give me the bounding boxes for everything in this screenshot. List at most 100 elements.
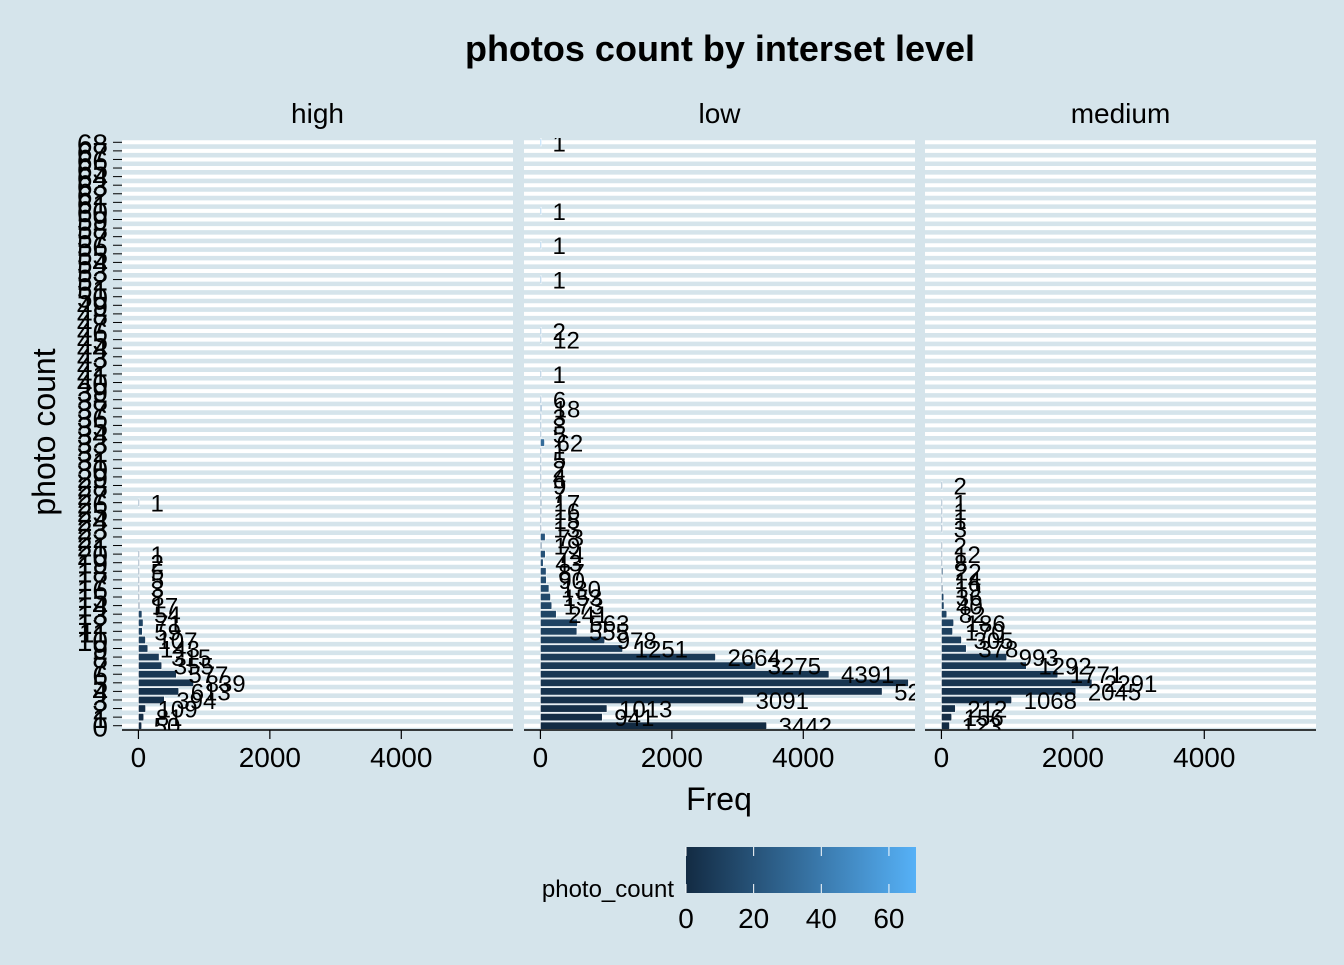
data-label: 17 [152, 594, 179, 621]
bar [540, 447, 542, 456]
y-tick-label: 4 [92, 677, 108, 708]
bar [941, 567, 944, 576]
data-label: 18 [554, 396, 581, 423]
bar [540, 601, 553, 610]
y-tick-label: 33 [77, 429, 108, 460]
bar [138, 610, 143, 619]
data-label: 36 [956, 585, 983, 612]
y-tick-label: 7 [92, 652, 108, 683]
data-label: 3091 [756, 688, 809, 715]
data-label: 71 [155, 611, 182, 638]
y-tick-label: 64 [77, 163, 108, 194]
y-tick-label: 54 [77, 248, 108, 279]
bar [138, 687, 180, 696]
data-label: 2 [954, 473, 967, 500]
bar [941, 507, 943, 516]
bar [941, 515, 943, 524]
bar [941, 584, 943, 593]
data-label: 1771 [1070, 662, 1123, 689]
data-label: 1 [953, 499, 966, 526]
bar [941, 704, 956, 713]
chart-title: photos count by interset level [465, 28, 975, 69]
bar [540, 661, 756, 670]
y-tick-label: 27 [77, 480, 108, 511]
y-tick-label: 36 [77, 403, 108, 434]
data-label: 1 [552, 130, 565, 157]
y-tick-label: 8 [92, 643, 108, 674]
y-tick-label: 47 [77, 308, 108, 339]
bar [540, 532, 546, 541]
bar [941, 678, 1093, 687]
bar [941, 713, 952, 722]
bar [540, 490, 542, 499]
bar [540, 412, 542, 421]
bar [540, 687, 883, 696]
y-tick-label: 45 [77, 326, 108, 357]
bar [138, 575, 140, 584]
bar [540, 558, 544, 567]
data-label: 2291 [1104, 671, 1157, 698]
data-label: 81 [156, 705, 183, 732]
x-tick-label: 2000 [641, 742, 703, 773]
bar [540, 524, 542, 533]
bar [540, 541, 542, 550]
bar [540, 472, 542, 481]
data-label: 170 [965, 619, 1005, 646]
y-tick-label: 28 [77, 471, 108, 502]
y-tick-label: 41 [77, 360, 108, 391]
data-label: 74 [557, 542, 584, 569]
data-label: 130 [561, 576, 601, 603]
data-label: 1 [552, 199, 565, 226]
data-label: 19 [955, 576, 982, 603]
bar [138, 713, 145, 722]
legend-tick-label: 20 [738, 903, 769, 934]
bar [138, 550, 140, 559]
data-label: 839 [206, 671, 246, 698]
bar [540, 695, 744, 704]
y-tick-label: 32 [77, 437, 108, 468]
bar [941, 593, 945, 602]
y-tick-label: 58 [77, 214, 108, 245]
legend-colorbar [686, 847, 916, 893]
y-tick-label: 12 [77, 609, 108, 640]
y-tick-label: 21 [77, 532, 108, 563]
bar [540, 421, 542, 430]
data-label: 15 [553, 508, 580, 535]
y-tick-label: 48 [77, 300, 108, 331]
data-label: 1 [150, 542, 163, 569]
y-tick-label: 1 [92, 703, 108, 734]
bar [941, 644, 967, 653]
y-tick-label: 39 [77, 377, 108, 408]
y-tick-label: 9 [92, 634, 108, 665]
data-label: 1 [953, 508, 966, 535]
bar [540, 670, 830, 679]
bar [540, 610, 557, 619]
data-label: 2 [151, 551, 164, 578]
data-label: 555 [589, 619, 629, 646]
data-label: 109 [158, 697, 198, 724]
data-label: 305 [973, 628, 1013, 655]
data-label: 5 [553, 422, 566, 449]
bars-group [138, 498, 194, 730]
data-label: 2 [553, 456, 566, 483]
bar [540, 704, 608, 713]
data-label: 212 [967, 697, 1007, 724]
data-label: 153 [562, 585, 602, 612]
y-tick-label: 22 [77, 523, 108, 554]
y-tick-label: 31 [77, 446, 108, 477]
y-tick-label: 38 [77, 386, 108, 417]
y-tick-label: 10 [77, 626, 108, 657]
bars-group [540, 138, 909, 730]
bar [138, 584, 140, 593]
y-tick-label: 0 [92, 712, 108, 743]
x-tick-label: 4000 [370, 742, 432, 773]
y-tick-label: 61 [77, 188, 108, 219]
data-label: 355 [174, 654, 214, 681]
data-label: 3 [954, 516, 967, 543]
panel-high: high508110939461383957735531514310759715… [122, 98, 513, 773]
y-tick-label: 44 [77, 334, 108, 365]
bar [138, 593, 140, 602]
data-label: 241 [568, 602, 608, 629]
y-tick-label: 55 [77, 240, 108, 271]
